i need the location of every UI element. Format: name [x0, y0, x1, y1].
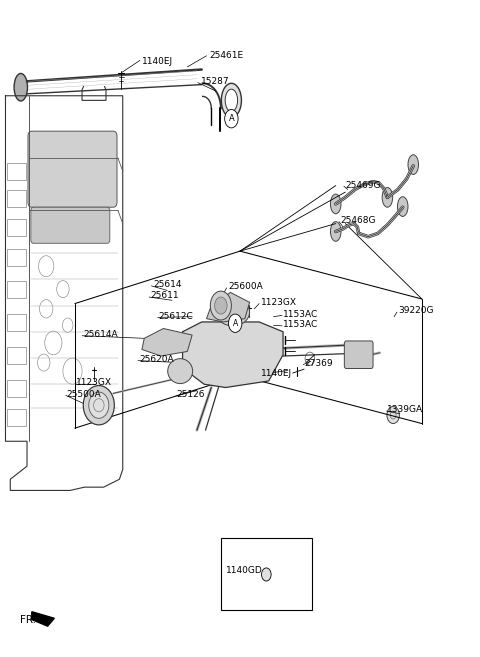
Text: 1339GA: 1339GA — [387, 405, 423, 415]
Circle shape — [387, 407, 399, 424]
Text: A: A — [233, 319, 238, 328]
Text: 1123GX: 1123GX — [261, 298, 297, 307]
Bar — [7, 409, 26, 426]
Bar — [7, 281, 26, 298]
Polygon shape — [182, 322, 283, 388]
Text: 25126: 25126 — [177, 390, 205, 399]
Ellipse shape — [225, 89, 238, 112]
Text: 1153AC: 1153AC — [283, 320, 318, 329]
Bar — [7, 219, 26, 236]
Text: 15287: 15287 — [201, 78, 229, 87]
Text: 1140EJ: 1140EJ — [142, 57, 173, 66]
Text: 1123GX: 1123GX — [76, 378, 112, 387]
Text: 25612C: 25612C — [158, 311, 193, 321]
Text: 25461E: 25461E — [209, 51, 243, 60]
FancyBboxPatch shape — [31, 207, 110, 243]
Text: 1153AC: 1153AC — [283, 309, 318, 319]
Bar — [7, 248, 26, 265]
Text: 25614: 25614 — [153, 280, 181, 289]
Bar — [7, 164, 26, 180]
Circle shape — [215, 297, 227, 314]
Text: 25614A: 25614A — [83, 330, 118, 339]
Ellipse shape — [216, 298, 250, 326]
Bar — [221, 538, 312, 610]
Text: A: A — [228, 114, 234, 124]
Text: 25620A: 25620A — [139, 355, 174, 364]
Ellipse shape — [408, 155, 419, 174]
Text: 25500A: 25500A — [67, 390, 101, 399]
Polygon shape — [32, 612, 54, 626]
Text: 25600A: 25600A — [228, 282, 263, 291]
Ellipse shape — [89, 392, 109, 419]
Bar — [7, 189, 26, 206]
Text: 27369: 27369 — [304, 359, 333, 368]
FancyBboxPatch shape — [28, 131, 117, 207]
Text: FR.: FR. — [20, 614, 36, 625]
Ellipse shape — [168, 359, 192, 384]
Ellipse shape — [397, 196, 408, 216]
Circle shape — [228, 314, 242, 332]
Text: 25468G: 25468G — [340, 216, 376, 225]
Ellipse shape — [330, 194, 341, 214]
Polygon shape — [142, 328, 192, 356]
Bar — [7, 314, 26, 331]
Text: 25611: 25611 — [150, 291, 179, 300]
Ellipse shape — [14, 74, 27, 101]
FancyBboxPatch shape — [344, 341, 373, 369]
Text: 39220G: 39220G — [398, 306, 433, 315]
Polygon shape — [206, 292, 250, 322]
Bar — [7, 347, 26, 364]
Text: 1140GD: 1140GD — [227, 566, 263, 575]
Text: 1140EJ: 1140EJ — [261, 369, 292, 378]
Circle shape — [262, 568, 271, 581]
Ellipse shape — [83, 386, 114, 425]
Ellipse shape — [382, 187, 393, 207]
Circle shape — [210, 291, 231, 320]
Ellipse shape — [221, 83, 241, 118]
Ellipse shape — [330, 221, 341, 241]
Circle shape — [225, 110, 238, 128]
Text: 25469G: 25469G — [345, 181, 381, 190]
Bar — [7, 380, 26, 397]
